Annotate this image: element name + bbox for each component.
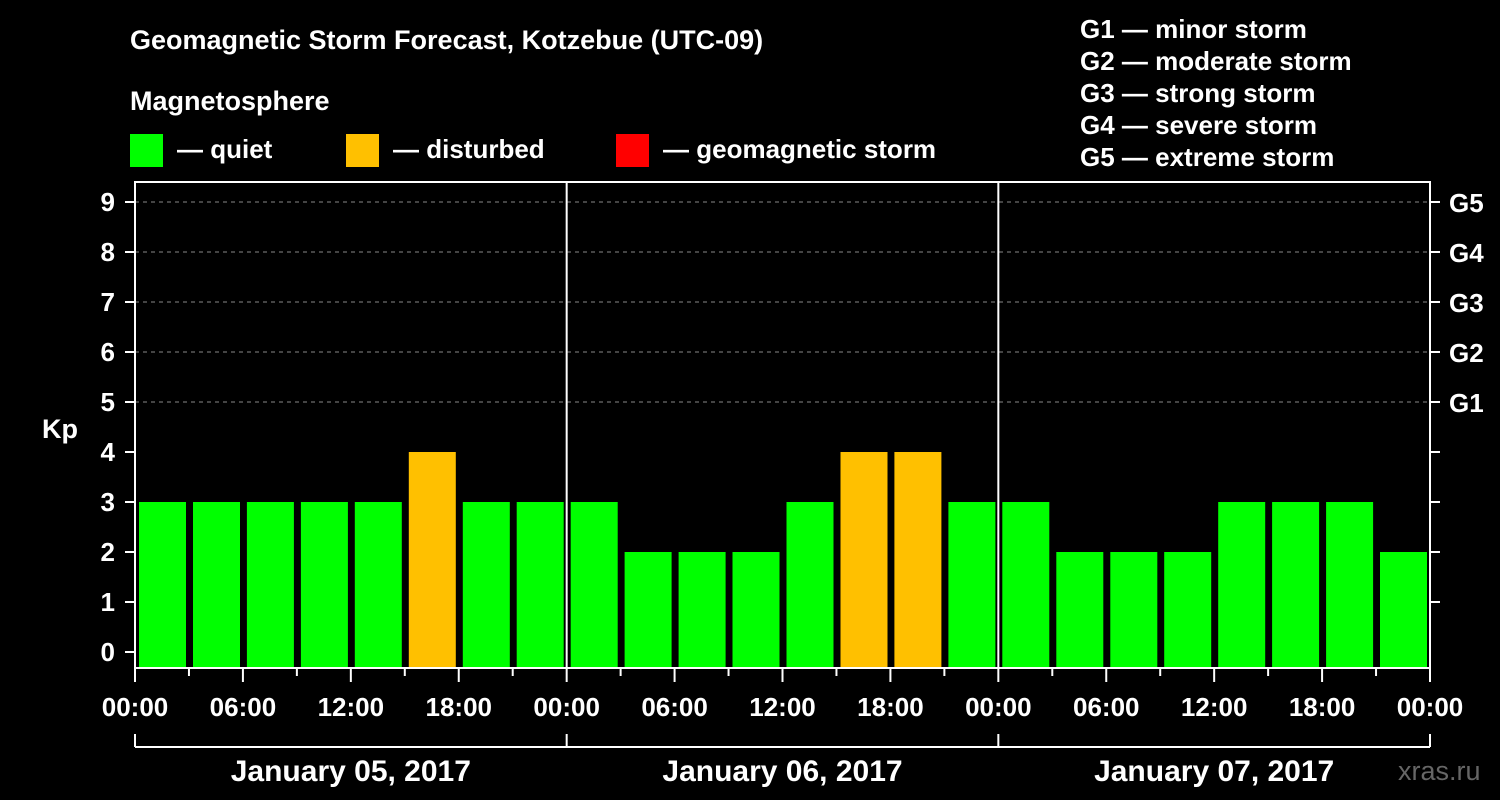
bar — [462, 502, 510, 668]
bar — [1002, 502, 1050, 668]
y-tick-label: 7 — [101, 287, 115, 317]
bar — [840, 452, 888, 668]
storm-level-label: G1 — [1449, 388, 1484, 418]
x-tick-label: 12:00 — [749, 692, 816, 722]
y-tick-label: 9 — [101, 187, 115, 217]
y-tick-label: 2 — [101, 537, 115, 567]
day-label: January 05, 2017 — [231, 755, 471, 788]
y-tick-label: 6 — [101, 337, 115, 367]
day-label: January 07, 2017 — [1094, 755, 1334, 788]
x-tick-label: 00:00 — [533, 692, 600, 722]
bar — [354, 502, 402, 668]
x-tick-label: 06:00 — [210, 692, 277, 722]
storm-scale-g2: G2 — moderate storm — [1080, 46, 1352, 76]
bar — [786, 502, 834, 668]
bar — [1056, 552, 1104, 668]
x-tick-label: 00:00 — [965, 692, 1032, 722]
bar — [894, 452, 942, 668]
y-tick-label: 5 — [101, 387, 115, 417]
bar — [139, 502, 186, 668]
bar — [1380, 552, 1427, 668]
legend-label-storm: — geomagnetic storm — [663, 134, 936, 164]
legend-swatch-disturbed — [346, 134, 379, 167]
bar — [678, 552, 726, 668]
x-tick-label: 18:00 — [426, 692, 493, 722]
bar — [193, 502, 240, 668]
storm-scale-g4: G4 — severe storm — [1080, 110, 1317, 140]
bar — [516, 502, 564, 668]
bar — [1110, 552, 1158, 668]
x-tick-label: 12:00 — [1181, 692, 1248, 722]
legend-label-quiet: — quiet — [177, 134, 273, 164]
bar — [948, 502, 996, 668]
y-tick-label: 4 — [101, 437, 116, 467]
y-tick-label: 3 — [101, 487, 115, 517]
storm-level-label: G4 — [1449, 238, 1484, 268]
bar — [300, 502, 348, 668]
x-tick-label: 18:00 — [1289, 692, 1356, 722]
x-tick-label: 00:00 — [1397, 692, 1464, 722]
legend-label-disturbed: — disturbed — [393, 134, 545, 164]
x-tick-label: 18:00 — [857, 692, 924, 722]
storm-level-label: G3 — [1449, 288, 1484, 318]
bar — [1326, 502, 1374, 668]
bar — [732, 552, 780, 668]
bar — [624, 552, 672, 668]
legend-swatch-storm — [616, 134, 649, 167]
x-tick-label: 06:00 — [641, 692, 708, 722]
day-label: January 06, 2017 — [662, 755, 902, 788]
y-tick-label: 8 — [101, 237, 115, 267]
bar — [246, 502, 294, 668]
bar — [408, 452, 456, 668]
y-axis-label: Kp — [42, 414, 78, 444]
x-tick-label: 06:00 — [1073, 692, 1140, 722]
x-tick-label: 00:00 — [102, 692, 169, 722]
legend-heading: Magnetosphere — [130, 86, 330, 116]
storm-scale-g5: G5 — extreme storm — [1080, 142, 1334, 172]
storm-scale-g1: G1 — minor storm — [1080, 14, 1307, 44]
bar — [1164, 552, 1212, 668]
chart-title: Geomagnetic Storm Forecast, Kotzebue (UT… — [130, 25, 763, 55]
watermark: xras.ru — [1398, 756, 1481, 786]
legend-swatch-quiet — [130, 134, 163, 167]
y-tick-label: 1 — [101, 587, 115, 617]
bar — [570, 502, 618, 668]
x-tick-label: 12:00 — [318, 692, 385, 722]
storm-level-label: G2 — [1449, 338, 1484, 368]
storm-level-label: G5 — [1449, 188, 1484, 218]
y-tick-label: 0 — [101, 637, 115, 667]
storm-scale-g3: G3 — strong storm — [1080, 78, 1315, 108]
plot-area: 0 1 2 3 4 5 6 7 8 9 G1 G2 G3 G4 G5 00:00 06:00 12:00 18:00… — [101, 181, 1484, 788]
bar — [1272, 502, 1320, 668]
bar — [1218, 502, 1266, 668]
